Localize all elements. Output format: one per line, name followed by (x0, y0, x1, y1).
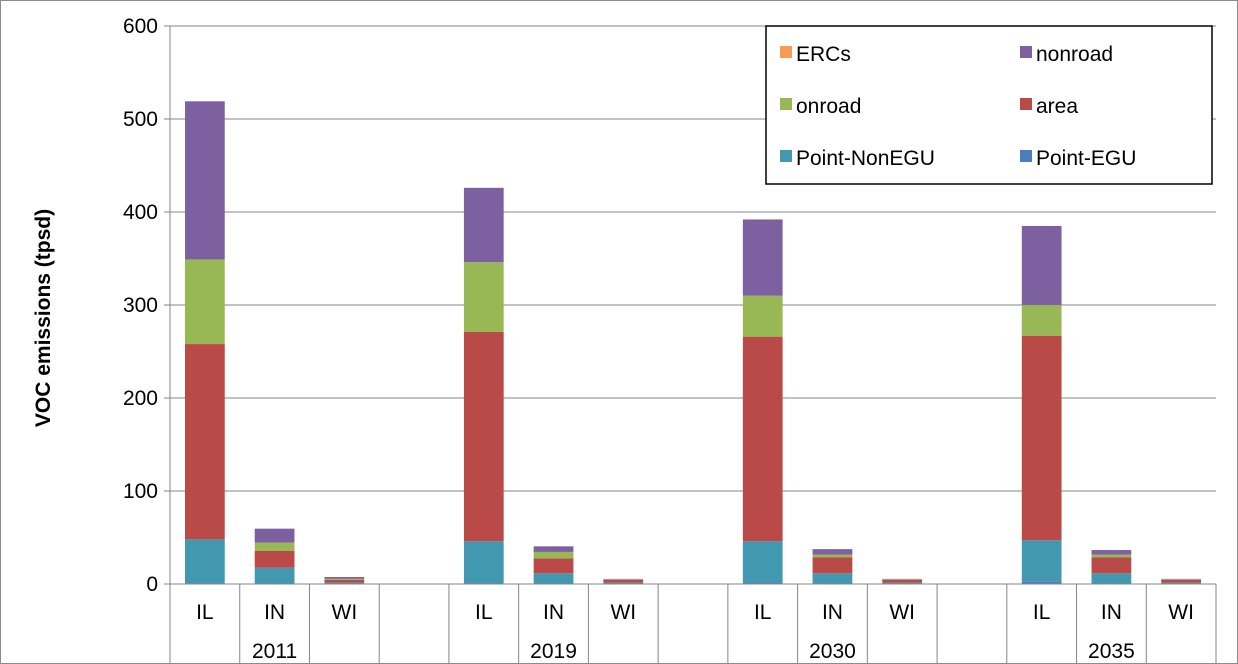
bar-2035-IN-point-nonegu (1091, 573, 1132, 584)
bar-2019-IL-onroad (463, 262, 504, 332)
bar-2011-IN-point-nonegu (254, 567, 295, 584)
bar-2035-WI-nonroad (1161, 578, 1202, 580)
bar-2019-IL-point-nonegu (463, 541, 504, 584)
bar-2019-WI-nonroad (603, 578, 644, 580)
x-tick-label-WI-2011: WI (332, 601, 358, 624)
bars (184, 101, 1202, 585)
x-tick-label-IL-2011: IL (196, 601, 214, 624)
bar-2030-IL-nonroad (742, 219, 783, 296)
x-tick-label-IL-2035: IL (1033, 601, 1051, 624)
bar-2011-IN-onroad (254, 542, 295, 551)
legend-box (765, 25, 1213, 185)
x-tick-label-IL-2030: IL (754, 601, 772, 624)
bar-2030-IL-onroad (742, 295, 783, 337)
x-tick-label-IN-2019: IN (543, 601, 564, 624)
bar-2019-IL-area (463, 331, 504, 542)
bar-2030-WI-onroad (882, 579, 923, 580)
legend-swatch-onroad (780, 98, 792, 110)
x-tick-label-IN-2035: IN (1101, 601, 1122, 624)
x-tick-label-IL-2019: IL (475, 601, 493, 624)
x-tick-label-IN-2011: IN (264, 601, 285, 624)
bar-2019-IN-point-nonegu (533, 573, 574, 584)
bar-2030-WI-point-nonegu (882, 582, 923, 584)
bar-2011-WI-point-nonegu (324, 582, 365, 584)
y-tick-labels: 0 100 200 300 400 500 600 (123, 15, 158, 596)
x-group-label-2035: 2035 (1088, 640, 1135, 663)
bar-2011-IN-area (254, 550, 295, 568)
bar-2019-WI-point-nonegu (603, 582, 644, 584)
x-group-label-2011: 2011 (252, 640, 297, 663)
bar-2030-IL-point-egu (742, 582, 783, 584)
bar-2011-IL-point-nonegu (184, 539, 225, 584)
bar-2019-WI-area (603, 579, 644, 583)
bar-2035-WI-onroad (1161, 579, 1202, 580)
x-group-label-2030: 2030 (809, 640, 856, 663)
bar-2035-IL-area (1021, 335, 1062, 541)
bar-2035-IL-nonroad (1021, 225, 1062, 305)
x-tick-label-WI-2030: WI (889, 601, 915, 624)
bar-2030-IL-point-nonegu (742, 541, 783, 583)
legend-label-ercs: ERCs (796, 43, 851, 66)
legend-label-point-nonegu: Point-NonEGU (796, 147, 935, 170)
bar-2019-IN-onroad (533, 551, 574, 559)
bar-2030-IN-onroad (812, 554, 853, 558)
legend-swatch-area (1020, 98, 1032, 110)
bar-2030-WI-nonroad (882, 578, 923, 580)
y-tick-label-200: 200 (123, 387, 158, 410)
bar-2030-WI-area (882, 579, 923, 583)
bar-2011-WI-onroad (324, 578, 365, 580)
x-tick-labels: IL IN WI IL IN WI IL IN WI IL IN WI 2011 2019 2030 2035 (196, 601, 1194, 663)
bar-2035-IN-onroad (1091, 554, 1132, 558)
legend-label-area: area (1036, 95, 1078, 118)
bar-2011-IL-nonroad (184, 101, 225, 260)
legend-label-nonroad: nonroad (1036, 43, 1113, 66)
y-tick-label-300: 300 (123, 294, 158, 317)
x-tick-label-WI-2035: WI (1168, 601, 1194, 624)
bar-2030-IN-area (812, 557, 853, 574)
bar-2035-IN-nonroad (1091, 550, 1132, 555)
bar-2011-WI-nonroad (324, 577, 365, 579)
bar-2030-IL-area (742, 336, 783, 542)
axes (164, 25, 1217, 664)
y-axis-title: VOC emissions (tpsd) (32, 209, 55, 427)
y-tick-label-400: 400 (123, 201, 158, 224)
bar-2011-IN-nonroad (254, 528, 295, 543)
bar-2011-IL-area (184, 344, 225, 540)
bar-2035-WI-point-nonegu (1161, 582, 1202, 584)
bar-2035-IL-point-egu (1021, 581, 1062, 584)
legend: ERCs nonroad onroad area Point-NonEGU Point-E… (765, 25, 1213, 185)
x-tick-label-IN-2030: IN (822, 601, 843, 624)
x-group-label-2019: 2019 (530, 640, 577, 663)
bar-2030-IN-nonroad (812, 549, 853, 555)
legend-label-onroad: onroad (796, 95, 861, 118)
bar-2035-WI-area (1161, 579, 1202, 583)
bar-2019-IN-nonroad (533, 546, 574, 552)
legend-label-point-egu: Point-EGU (1036, 147, 1136, 170)
y-tick-label-0: 0 (146, 573, 158, 596)
y-tick-label-100: 100 (123, 480, 158, 503)
bar-2035-IN-area (1091, 557, 1132, 574)
bar-2030-IN-point-nonegu (812, 573, 853, 584)
legend-swatch-point-egu (1020, 150, 1032, 162)
y-tick-label-500: 500 (123, 108, 158, 131)
legend-swatch-point-nonegu (780, 150, 792, 162)
bar-2035-IL-onroad (1021, 305, 1062, 336)
x-tick-label-WI-2019: WI (610, 601, 636, 624)
y-tick-label-600: 600 (123, 15, 158, 38)
bar-2019-WI-onroad (603, 579, 644, 580)
bar-2011-WI-area (324, 579, 365, 583)
legend-swatch-ercs (780, 46, 792, 58)
legend-swatch-nonroad (1020, 46, 1032, 58)
bar-2035-IL-point-nonegu (1021, 540, 1062, 582)
bar-2019-IL-nonroad (463, 187, 504, 263)
bar-2019-IN-area (533, 558, 574, 574)
bar-2011-IL-onroad (184, 259, 225, 345)
